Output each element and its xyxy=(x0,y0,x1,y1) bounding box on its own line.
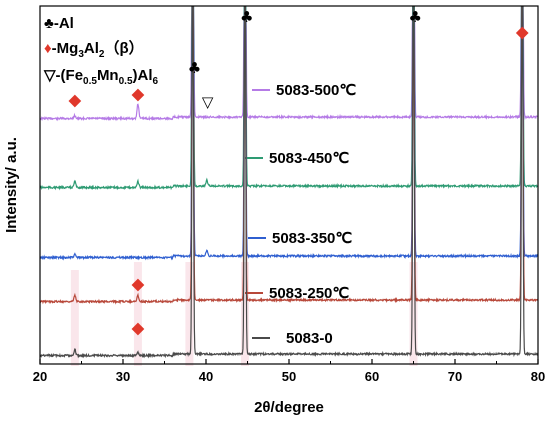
x-tick-label: 40 xyxy=(199,369,213,384)
x-tick-label: 20 xyxy=(33,369,47,384)
phase-markers: ♣♣ ♣▽ xyxy=(68,8,529,336)
xrd-series-line xyxy=(39,6,539,359)
beta-marker xyxy=(131,278,145,292)
legend-beta: ♦-Mg3Al2（β） xyxy=(44,39,144,60)
x-tick-label: 60 xyxy=(365,369,379,384)
xrd-series-line xyxy=(39,6,539,122)
x-tick-label: 70 xyxy=(448,369,462,384)
beta-band xyxy=(241,262,250,366)
beta-phase-bands xyxy=(70,262,418,366)
x-axis-title: 2θ/degree xyxy=(254,399,324,416)
series-label: 5083-0 xyxy=(286,330,333,347)
y-axis-title: Intensity/ a.u. xyxy=(3,137,20,233)
xrd-curves: 5083-500℃ 5083-450℃ 5083-350℃ 5083-250℃ 5083… xyxy=(39,6,539,359)
series-label: 5083-450℃ xyxy=(269,150,349,167)
legend: ♣-Al ♦-Mg3Al2（β） ▽-(Fe0.5Mn0.5)Al6 xyxy=(43,15,159,87)
series-label: 5083-500℃ xyxy=(276,82,356,99)
x-tick-label: 30 xyxy=(116,369,130,384)
legend-fe: ▽-(Fe0.5Mn0.5)Al6 xyxy=(43,67,159,87)
beta-marker xyxy=(131,88,145,102)
legend-beta-symbol: ♦ xyxy=(44,40,52,57)
series-label: 5083-350℃ xyxy=(272,230,352,247)
al-marker: ♣ xyxy=(409,8,422,26)
xrd-pattern: 5083-450℃ xyxy=(39,6,539,191)
xrd-pattern: 5083-250℃ xyxy=(39,6,539,305)
al-marker: ♣ xyxy=(240,8,253,26)
xrd-series-line xyxy=(39,6,539,191)
beta-marker xyxy=(515,26,529,40)
beta-band xyxy=(409,262,418,366)
fe-marker: ▽ xyxy=(202,93,214,111)
beta-marker xyxy=(131,322,145,336)
xrd-series-line xyxy=(39,6,539,305)
x-axis-ticks: 20 30 40 50 60 70 80 xyxy=(33,359,545,384)
beta-band xyxy=(70,270,79,366)
legend-al: ♣-Al xyxy=(44,15,74,32)
al-marker: ♣ xyxy=(188,59,201,77)
beta-marker xyxy=(68,94,82,108)
beta-band xyxy=(185,262,194,366)
x-tick-label: 80 xyxy=(531,369,545,384)
xrd-series-line xyxy=(39,6,539,261)
x-tick-label: 50 xyxy=(282,369,296,384)
series-label: 5083-250℃ xyxy=(269,285,349,302)
xrd-pattern: 5083-0 xyxy=(39,6,539,359)
xrd-pattern: 5083-350℃ xyxy=(39,6,539,261)
beta-band xyxy=(133,262,142,366)
xrd-pattern: 5083-500℃ xyxy=(39,6,539,122)
